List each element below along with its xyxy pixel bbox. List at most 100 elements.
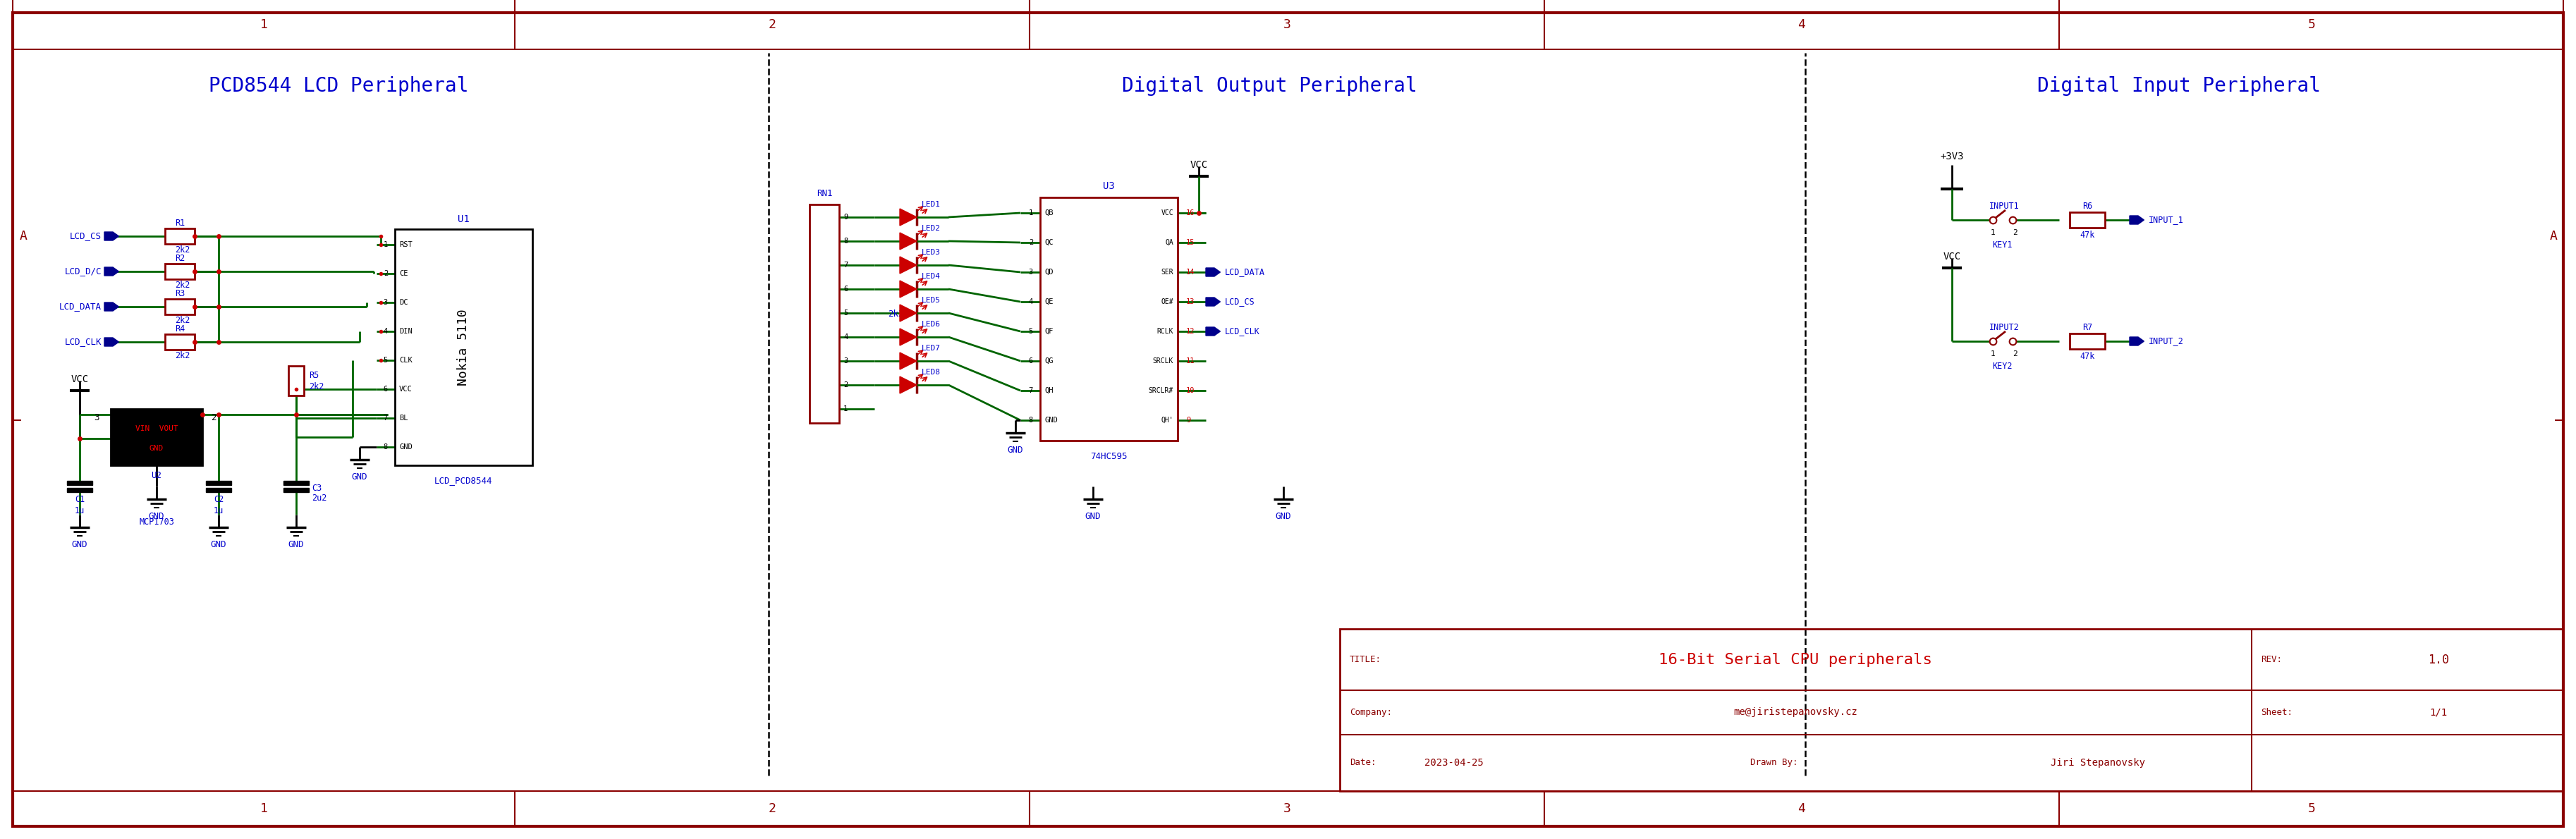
Text: CE: CE (399, 270, 407, 277)
Text: 2k2: 2k2 (889, 309, 904, 318)
Polygon shape (899, 305, 917, 321)
Text: 2k2: 2k2 (175, 315, 191, 325)
Text: 9: 9 (1185, 417, 1190, 424)
Text: 1u: 1u (75, 506, 85, 515)
Text: 3: 3 (842, 357, 848, 364)
Bar (2069, 212, 2105, 227)
Text: C2: C2 (214, 495, 224, 504)
Text: 3: 3 (384, 299, 389, 306)
Polygon shape (2130, 337, 2143, 346)
Text: LCD_CS: LCD_CS (70, 232, 100, 241)
Bar (67, 481, 93, 485)
Text: VIN  VOUT: VIN VOUT (134, 425, 178, 432)
Text: R2: R2 (175, 253, 185, 263)
Polygon shape (106, 267, 118, 276)
Bar (111, 409, 204, 466)
Text: Sheet:: Sheet: (2262, 708, 2293, 717)
Text: 2k2: 2k2 (309, 382, 325, 391)
Text: LCD_PCD8544: LCD_PCD8544 (435, 477, 492, 486)
Text: R6: R6 (2081, 201, 2092, 211)
Text: 74HC595: 74HC595 (1090, 451, 1128, 461)
Text: 8: 8 (842, 237, 848, 245)
Polygon shape (1206, 268, 1221, 276)
Text: CLK: CLK (399, 357, 412, 364)
Text: 8: 8 (384, 444, 389, 451)
Text: GND: GND (1084, 512, 1100, 521)
Bar (165, 334, 196, 350)
Text: INPUT2: INPUT2 (1989, 322, 2020, 331)
Text: 3: 3 (93, 413, 100, 422)
Text: Nokia 5110: Nokia 5110 (456, 310, 469, 386)
Polygon shape (1206, 298, 1221, 306)
Polygon shape (1206, 327, 1221, 336)
Text: VCC: VCC (1190, 160, 1208, 170)
Text: QH': QH' (1162, 417, 1175, 424)
Bar (394, 229, 533, 466)
Text: GND: GND (1007, 446, 1023, 455)
Text: Digital Output Peripheral: Digital Output Peripheral (1121, 76, 1417, 96)
Text: GND: GND (399, 444, 412, 451)
Text: LCD_CLK: LCD_CLK (64, 337, 100, 347)
Text: 10: 10 (1185, 387, 1195, 394)
Text: 1: 1 (842, 405, 848, 413)
Text: 15: 15 (1185, 239, 1195, 246)
Bar (2069, 333, 2105, 349)
Text: LED3: LED3 (922, 249, 940, 256)
Text: BL: BL (399, 414, 407, 422)
Text: GND: GND (289, 539, 304, 549)
Bar (289, 366, 304, 395)
Polygon shape (106, 338, 118, 347)
Text: MCP1703: MCP1703 (139, 517, 175, 526)
Polygon shape (2130, 216, 2143, 224)
Text: QE: QE (1043, 298, 1054, 305)
Text: 6: 6 (1028, 357, 1033, 364)
Text: 11: 11 (1185, 357, 1195, 364)
Text: 16: 16 (1185, 210, 1195, 216)
Bar (165, 299, 196, 315)
Text: 1: 1 (1028, 210, 1033, 216)
Text: Jiri Stepanovsky: Jiri Stepanovsky (2050, 758, 2146, 768)
Text: 2: 2 (768, 802, 775, 815)
Text: PCD8544 LCD Peripheral: PCD8544 LCD Peripheral (209, 76, 469, 96)
Text: 1: 1 (384, 241, 389, 248)
Text: U1: U1 (459, 214, 469, 224)
Text: LED6: LED6 (922, 320, 940, 328)
Text: INPUT_1: INPUT_1 (2148, 216, 2184, 225)
Bar (206, 488, 232, 492)
Text: QB: QB (1043, 210, 1054, 216)
Text: QC: QC (1043, 239, 1054, 246)
Text: LED4: LED4 (922, 273, 940, 280)
Text: 2k2: 2k2 (175, 280, 191, 289)
Text: 2: 2 (2012, 351, 2017, 357)
Text: SER: SER (1162, 268, 1175, 276)
Text: 1u: 1u (214, 506, 224, 515)
Bar (283, 481, 309, 485)
Text: R3: R3 (175, 289, 185, 298)
Text: 7: 7 (842, 262, 848, 268)
Text: 2: 2 (1028, 239, 1033, 246)
Text: QD: QD (1043, 268, 1054, 276)
Text: 3: 3 (1028, 268, 1033, 276)
Polygon shape (899, 329, 917, 346)
Text: GND: GND (1043, 417, 1059, 424)
Text: U3: U3 (1103, 181, 1115, 191)
Text: VCC: VCC (1942, 252, 1960, 262)
Bar (809, 205, 840, 423)
Text: Date:: Date: (1350, 758, 1376, 767)
Polygon shape (899, 377, 917, 393)
Polygon shape (899, 280, 917, 298)
Text: 8: 8 (1028, 417, 1033, 424)
Text: LCD_DATA: LCD_DATA (59, 302, 100, 311)
Text: 7: 7 (384, 414, 389, 422)
Text: 13: 13 (1185, 298, 1195, 305)
Polygon shape (899, 352, 917, 369)
Text: QF: QF (1043, 328, 1054, 335)
Text: R7: R7 (2081, 322, 2092, 331)
Bar (67, 488, 93, 492)
Text: LED2: LED2 (922, 225, 940, 232)
Text: GND: GND (149, 445, 165, 452)
Text: GND: GND (72, 539, 88, 549)
Text: 2k2: 2k2 (175, 351, 191, 360)
Polygon shape (899, 209, 917, 226)
Text: OE#: OE# (1162, 298, 1175, 305)
